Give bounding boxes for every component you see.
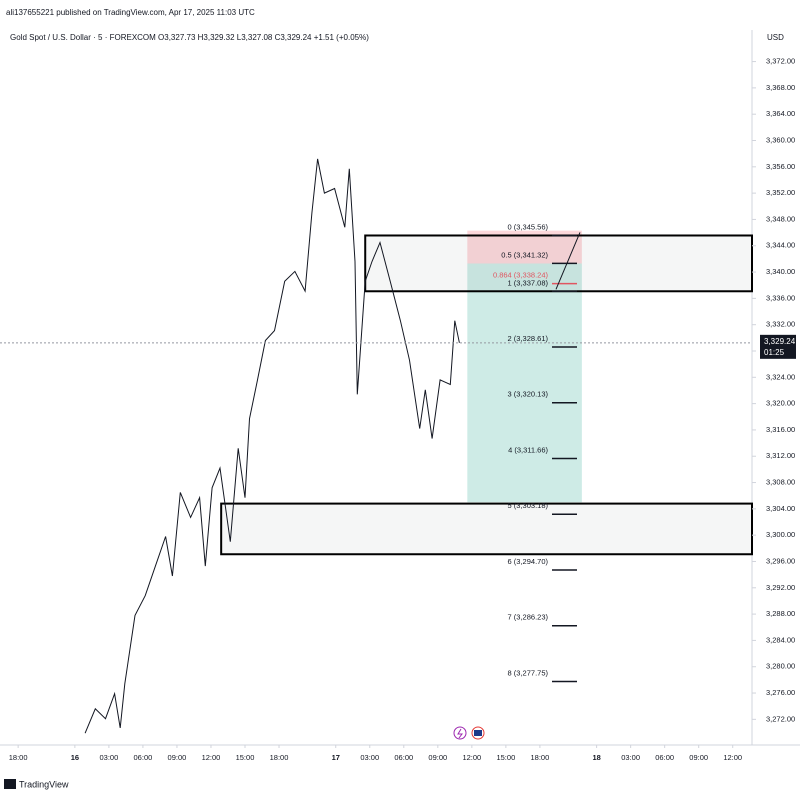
zone-box (220, 502, 754, 556)
trend-line (555, 232, 581, 290)
header: ali137655221 published on TradingView.co… (6, 8, 255, 17)
y-tick-label: 3,352.00 (766, 188, 795, 197)
y-tick-label: 3,292.00 (766, 583, 795, 592)
x-tick-label: 12:00 (723, 753, 742, 762)
x-tick-label: 18:00 (9, 753, 28, 762)
chart-title: Gold Spot / U.S. Dollar · 5 · FOREXCOM O… (10, 33, 369, 42)
x-tick-label: 09:00 (428, 753, 447, 762)
price-line (84, 158, 460, 734)
y-tick-label: 3,324.00 (766, 372, 795, 381)
x-tick-label: 18 (592, 753, 600, 762)
y-tick-label: 3,308.00 (766, 478, 795, 487)
x-tick-label: 12:00 (202, 753, 221, 762)
y-tick-label: 3,320.00 (766, 399, 795, 408)
y-unit: USD (767, 33, 784, 42)
y-tick-label: 3,344.00 (766, 241, 795, 250)
logo (4, 779, 16, 789)
y-tick-label: 3,276.00 (766, 688, 795, 697)
x-tick-label: 15:00 (496, 753, 515, 762)
target-zone (467, 263, 582, 503)
event-icon (457, 728, 463, 739)
y-tick-label: 3,272.00 (766, 714, 795, 723)
x-tick-label: 09:00 (689, 753, 708, 762)
fib-label: 0.864 (3,338.24) (493, 271, 549, 280)
x-tick-label: 09:00 (168, 753, 187, 762)
y-tick-label: 3,284.00 (766, 635, 795, 644)
y-tick-label: 3,312.00 (766, 451, 795, 460)
x-tick-label: 03:00 (621, 753, 640, 762)
x-tick-label: 06:00 (134, 753, 153, 762)
x-tick-label: 03:00 (360, 753, 379, 762)
last-price-box (760, 334, 796, 359)
fib-label: 0.5 (3,341.32) (501, 250, 548, 259)
x-tick-label: 15:00 (236, 753, 255, 762)
y-tick-label: 3,372.00 (766, 57, 795, 66)
x-tick-label: 18:00 (531, 753, 550, 762)
y-tick-label: 3,364.00 (766, 109, 795, 118)
fib-label: 7 (3,286.23) (508, 613, 549, 622)
footer: TradingView (19, 779, 69, 789)
x-tick-label: 12:00 (462, 753, 481, 762)
event-icon (474, 730, 482, 736)
fib-label: 1 (3,337.08) (508, 278, 549, 287)
y-tick-label: 3,288.00 (766, 609, 795, 618)
fib-label: 5 (3,303.18) (508, 501, 549, 510)
x-tick-label: 18:00 (270, 753, 289, 762)
x-tick-label: 16 (71, 753, 79, 762)
event-icon[interactable] (453, 726, 467, 740)
y-tick-label: 3,348.00 (766, 214, 795, 223)
x-tick-label: 06:00 (394, 753, 413, 762)
y-tick-label: 3,332.00 (766, 320, 795, 329)
fib-label: 0 (3,345.56) (508, 222, 549, 231)
fib-label: 2 (3,328.61) (508, 334, 549, 343)
last-price-label: 3,329.24 (764, 337, 796, 346)
x-tick-label: 03:00 (99, 753, 118, 762)
countdown-label: 01:25 (764, 348, 785, 357)
fib-label: 8 (3,277.75) (508, 669, 549, 678)
fib-label: 3 (3,320.13) (508, 390, 549, 399)
fib-label: 6 (3,294.70) (508, 557, 549, 566)
x-tick-label: 17 (332, 753, 340, 762)
y-tick-label: 3,296.00 (766, 556, 795, 565)
y-tick-label: 3,356.00 (766, 162, 795, 171)
x-tick-label: 06:00 (655, 753, 674, 762)
y-tick-label: 3,360.00 (766, 135, 795, 144)
y-tick-label: 3,304.00 (766, 504, 795, 513)
y-tick-label: 3,300.00 (766, 530, 795, 539)
y-tick-label: 3,336.00 (766, 293, 795, 302)
y-tick-label: 3,368.00 (766, 83, 795, 92)
fib-label: 4 (3,311.66) (508, 445, 548, 454)
y-tick-label: 3,280.00 (766, 662, 795, 671)
y-tick-label: 3,316.00 (766, 425, 795, 434)
y-tick-label: 3,340.00 (766, 267, 795, 276)
